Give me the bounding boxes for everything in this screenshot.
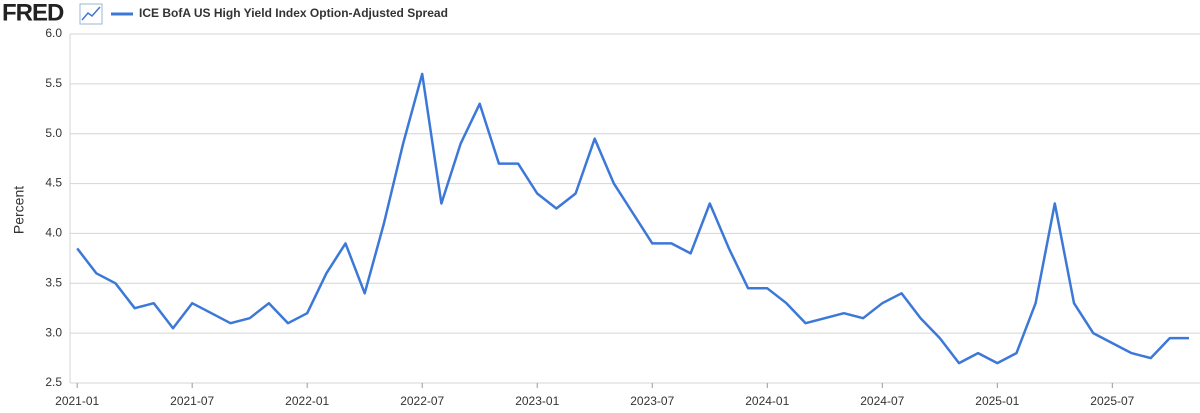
x-tick-label: 2025-01: [975, 394, 1019, 408]
x-tick-label: 2021-07: [170, 394, 214, 408]
y-tick-label: 5.0: [45, 126, 62, 140]
brand-logo: FRED: [2, 0, 64, 26]
y-tick-label: 4.0: [45, 226, 62, 240]
x-tick-label: 2023-01: [515, 394, 559, 408]
y-tick-label: 5.5: [45, 76, 62, 90]
y-tick-label: 6.0: [45, 26, 62, 40]
y-axis-label: Percent: [11, 186, 27, 234]
y-tick-label: 3.0: [45, 325, 62, 339]
x-tick-label: 2024-07: [860, 394, 904, 408]
x-tick-label: 2022-01: [285, 394, 329, 408]
y-tick-label: 3.5: [45, 275, 62, 289]
legend-label: ICE BofA US High Yield Index Option-Adju…: [139, 6, 448, 20]
data-line: [76, 72, 1189, 365]
x-tick-label: 2021-01: [55, 394, 99, 408]
y-tick-label: 2.5: [45, 375, 62, 389]
y-tick-label: 4.5: [45, 176, 62, 190]
x-tick-label: 2024-01: [745, 394, 789, 408]
x-tick-label: 2023-07: [630, 394, 674, 408]
x-tick-label: 2022-07: [400, 394, 444, 408]
x-tick-label: 2025-07: [1090, 394, 1134, 408]
logo-icon: [79, 3, 103, 25]
